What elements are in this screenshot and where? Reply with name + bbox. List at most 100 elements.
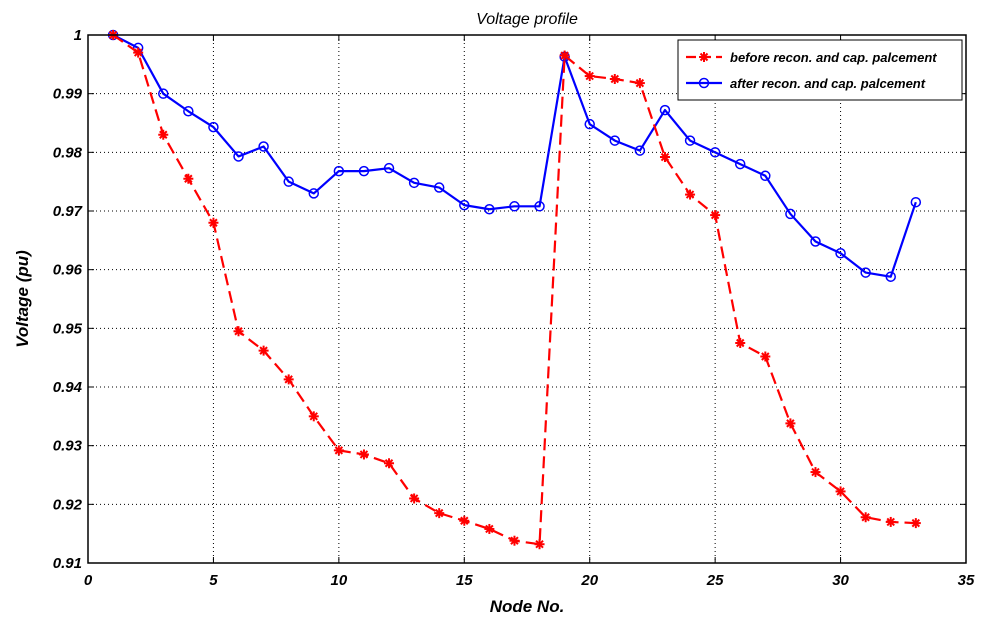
data-point-after bbox=[233, 151, 244, 162]
marker-stroke bbox=[209, 218, 218, 227]
data-point-before bbox=[358, 449, 369, 460]
marker-stroke bbox=[460, 516, 469, 525]
series-line-before bbox=[112, 34, 916, 546]
data-point-after bbox=[734, 158, 746, 170]
data-point-after bbox=[810, 236, 821, 247]
legend-marker-glyph bbox=[698, 77, 710, 89]
marker-stroke bbox=[585, 71, 594, 81]
legend: before recon. and cap. palcement after r… bbox=[677, 39, 963, 101]
data-point-before bbox=[233, 326, 244, 337]
marker-stroke bbox=[811, 467, 820, 477]
y-tick-label: 0.92 bbox=[53, 496, 83, 513]
data-point-before bbox=[308, 411, 319, 422]
marker-stroke bbox=[736, 338, 745, 348]
data-point-before bbox=[835, 486, 846, 497]
marker-stroke bbox=[911, 518, 921, 528]
data-point-after bbox=[584, 118, 595, 130]
data-point-after bbox=[484, 203, 495, 215]
data-point-before bbox=[810, 467, 821, 478]
data-point-before bbox=[634, 78, 645, 89]
x-tick-label: 10 bbox=[331, 572, 348, 589]
marker-stroke bbox=[685, 190, 695, 199]
data-point-before bbox=[509, 535, 520, 546]
data-point-after bbox=[835, 247, 846, 259]
plot-frame bbox=[87, 34, 967, 564]
data-point-after bbox=[709, 147, 721, 158]
series-lines bbox=[107, 29, 922, 550]
marker-stroke bbox=[535, 540, 544, 549]
legend-label-before: before recon. and cap. palcement bbox=[730, 50, 937, 65]
data-point-before bbox=[534, 539, 545, 550]
marker-stroke bbox=[699, 52, 709, 62]
marker-stroke bbox=[184, 174, 193, 183]
data-point-before bbox=[434, 508, 445, 519]
data-point-after bbox=[358, 165, 370, 177]
data-point-after bbox=[308, 188, 320, 199]
marker-stroke bbox=[786, 419, 795, 428]
marker-stroke bbox=[159, 130, 168, 139]
data-point-before bbox=[685, 189, 696, 200]
marker-stroke bbox=[259, 346, 268, 355]
data-point-after bbox=[659, 104, 671, 116]
marker-stroke bbox=[710, 210, 720, 220]
marker-stroke bbox=[560, 51, 569, 60]
data-point-before bbox=[584, 71, 595, 82]
legend-marker-after bbox=[698, 77, 710, 89]
data-point-after bbox=[634, 145, 646, 156]
data-point-before bbox=[283, 374, 294, 385]
data-point-before bbox=[459, 515, 470, 526]
legend-box bbox=[677, 39, 963, 101]
data-point-after bbox=[885, 271, 896, 282]
marker-stroke bbox=[861, 513, 870, 522]
legend-marker-before bbox=[699, 52, 709, 62]
legend-marker-glyph bbox=[699, 52, 709, 62]
x-tick-label: 25 bbox=[706, 572, 724, 589]
data-point-after bbox=[785, 208, 796, 220]
data-point-before bbox=[710, 210, 721, 221]
data-point-after bbox=[183, 106, 194, 117]
data-point-before bbox=[885, 516, 896, 527]
marker-stroke bbox=[886, 517, 895, 527]
marker-stroke bbox=[610, 74, 620, 84]
data-point-after bbox=[534, 201, 545, 212]
y-tick-label: 0.93 bbox=[53, 438, 83, 455]
y-tick-label: 0.99 bbox=[53, 86, 83, 103]
data-point-after bbox=[684, 135, 696, 146]
legend-label-after: after recon. and cap. palcement bbox=[730, 76, 926, 91]
x-axis-title: Node No. bbox=[490, 597, 565, 616]
data-point-before bbox=[735, 338, 746, 348]
data-point-after bbox=[283, 176, 294, 187]
x-tick-label: 15 bbox=[456, 572, 473, 589]
data-point-before bbox=[409, 493, 420, 504]
data-point-before bbox=[333, 445, 344, 456]
data-point-before bbox=[860, 512, 871, 523]
marker-stroke bbox=[234, 327, 243, 336]
marker-stroke bbox=[309, 412, 318, 421]
x-tick-label: 35 bbox=[958, 572, 975, 589]
marker-stroke bbox=[761, 352, 770, 361]
y-tick-label: 0.91 bbox=[53, 555, 82, 572]
data-point-after bbox=[459, 199, 470, 211]
x-tick-label: 20 bbox=[580, 572, 598, 589]
data-point-before bbox=[133, 47, 144, 58]
data-point-before bbox=[158, 129, 169, 140]
data-point-before bbox=[910, 518, 921, 529]
y-tick-label: 0.95 bbox=[53, 320, 83, 337]
data-point-before bbox=[384, 458, 395, 469]
marker-stroke bbox=[510, 536, 519, 545]
marker-stroke bbox=[133, 48, 143, 57]
marker-stroke bbox=[409, 494, 419, 503]
data-point-before bbox=[183, 173, 194, 184]
y-tick-label: 0.97 bbox=[53, 203, 83, 220]
data-point-before bbox=[208, 217, 219, 228]
data-point-after bbox=[509, 201, 520, 212]
marker-stroke bbox=[384, 459, 394, 468]
marker-stroke bbox=[284, 375, 293, 384]
chart-title: Voltage profile bbox=[476, 11, 578, 28]
y-tick-label: 0.94 bbox=[53, 379, 83, 396]
data-point-before bbox=[484, 523, 495, 534]
data-point-before bbox=[609, 74, 620, 84]
data-point-after bbox=[433, 182, 445, 193]
marker-stroke bbox=[359, 450, 369, 459]
